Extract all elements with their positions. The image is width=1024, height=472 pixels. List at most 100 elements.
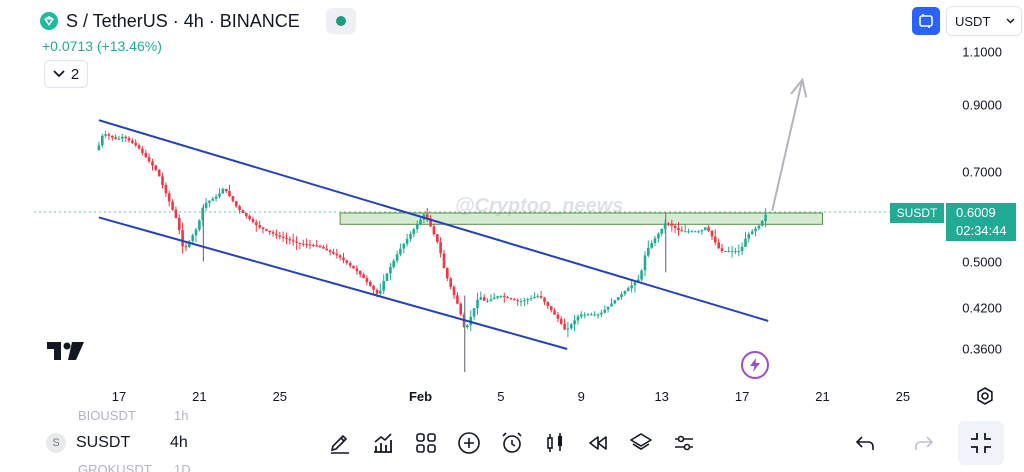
candle-body	[342, 257, 345, 261]
time-tick-label: 25	[895, 389, 911, 404]
candle-body	[516, 300, 519, 302]
candle-body	[121, 136, 124, 139]
candle-body	[241, 210, 245, 214]
candle-body	[375, 289, 379, 294]
candle-body	[432, 226, 436, 235]
indicators-button[interactable]	[361, 424, 404, 462]
candle-body	[224, 188, 228, 192]
templates-button[interactable]	[404, 424, 447, 462]
currency-select[interactable]: USDT	[946, 6, 1022, 36]
chart-type-button[interactable]	[533, 424, 576, 462]
candle-body	[151, 161, 154, 166]
candle-body	[479, 297, 483, 300]
symbol-title[interactable]: S / TetherUS · 4h · BINANCE	[66, 10, 300, 31]
indicator-count: 2	[70, 65, 80, 83]
candle-body	[184, 246, 188, 248]
candle-body	[174, 209, 178, 218]
candle-body	[633, 282, 637, 286]
candle-body	[526, 299, 529, 301]
alert-icon	[501, 432, 522, 453]
channel-upper-line[interactable]	[98, 119, 769, 322]
candle-body	[348, 263, 352, 266]
candle-body	[399, 248, 402, 255]
candle-body	[295, 241, 298, 243]
replay-button[interactable]	[576, 424, 619, 462]
alert-button[interactable]	[490, 424, 533, 462]
candle-body	[710, 230, 714, 237]
candle-body	[238, 206, 241, 211]
peek-symbol-above: BIOUSDT	[78, 408, 136, 423]
active-symbol-row[interactable]: S SUSDT 4h	[46, 433, 188, 453]
candle-body	[134, 142, 137, 146]
candle-body	[181, 230, 184, 247]
candle-body	[489, 299, 493, 301]
fullscreen-button[interactable]	[958, 421, 1004, 465]
candle-body	[211, 198, 215, 201]
candle-body	[704, 227, 707, 230]
chart-header[interactable]: S / TetherUS · 4h · BINANCE	[40, 8, 356, 34]
candle-body	[754, 228, 757, 232]
candle-body	[683, 231, 687, 233]
candle-body	[747, 234, 751, 239]
resistance-zone[interactable]	[339, 212, 823, 225]
market-status-button[interactable]	[325, 8, 356, 34]
active-symbol[interactable]: SUSDT	[76, 434, 131, 451]
candle-body	[482, 297, 486, 301]
candle-body	[466, 325, 469, 328]
candle-body	[693, 231, 697, 233]
candle-body	[352, 265, 355, 269]
candle-body	[452, 286, 456, 296]
peek-timeframe-below: 1D	[174, 462, 191, 472]
pen-icon	[330, 434, 349, 454]
screen-mode-button[interactable]	[912, 7, 940, 35]
chart-settings-icon[interactable]	[975, 386, 995, 406]
projection-arrow-head	[790, 77, 808, 98]
candle-body	[506, 297, 509, 299]
redo-button[interactable]	[905, 424, 943, 462]
candle-body	[734, 251, 737, 253]
candle-body	[194, 229, 198, 236]
symbol-coin-icon: S	[46, 433, 66, 453]
time-tick-label: 9	[577, 389, 585, 404]
candle-body	[559, 318, 563, 324]
indicators-legend-toggle[interactable]: 2	[44, 60, 88, 88]
candle-body	[439, 242, 442, 254]
candle-body	[308, 244, 312, 246]
undo-button[interactable]	[846, 424, 884, 462]
lightning-icon[interactable]	[741, 351, 769, 379]
active-timeframe[interactable]: 4h	[170, 434, 188, 451]
candle-body	[596, 314, 600, 316]
bar-countdown: 02:34:44	[956, 223, 1007, 238]
layers-button[interactable]	[619, 424, 662, 462]
tradingview-logo-icon[interactable]	[47, 342, 85, 360]
projection-arrow[interactable]	[771, 79, 804, 211]
add-button[interactable]	[447, 424, 490, 462]
candle-body	[503, 296, 506, 298]
settings-button[interactable]	[662, 424, 705, 462]
candle-body	[255, 222, 258, 226]
candle-body	[328, 250, 332, 252]
candle-body	[492, 297, 496, 300]
candle-body	[104, 134, 107, 136]
candle-body	[442, 253, 446, 269]
candle-body	[382, 280, 385, 291]
candle-body	[201, 207, 204, 221]
candle-body	[345, 260, 349, 263]
candle-body	[188, 241, 191, 247]
drawing-tools-button[interactable]	[318, 424, 361, 462]
candle-body	[496, 296, 499, 298]
candle-body	[630, 285, 633, 289]
candle-body	[616, 297, 620, 301]
candle-body	[549, 306, 553, 311]
candle-body	[395, 254, 399, 261]
candle-body	[97, 145, 101, 150]
candle-body	[714, 236, 717, 243]
candle-body	[519, 301, 523, 303]
candle-body	[137, 145, 141, 149]
candle-body	[288, 239, 292, 241]
candle-body	[570, 324, 573, 329]
candle-body	[539, 296, 543, 298]
channel-lower-line[interactable]	[98, 216, 568, 350]
candle-body	[291, 240, 295, 242]
